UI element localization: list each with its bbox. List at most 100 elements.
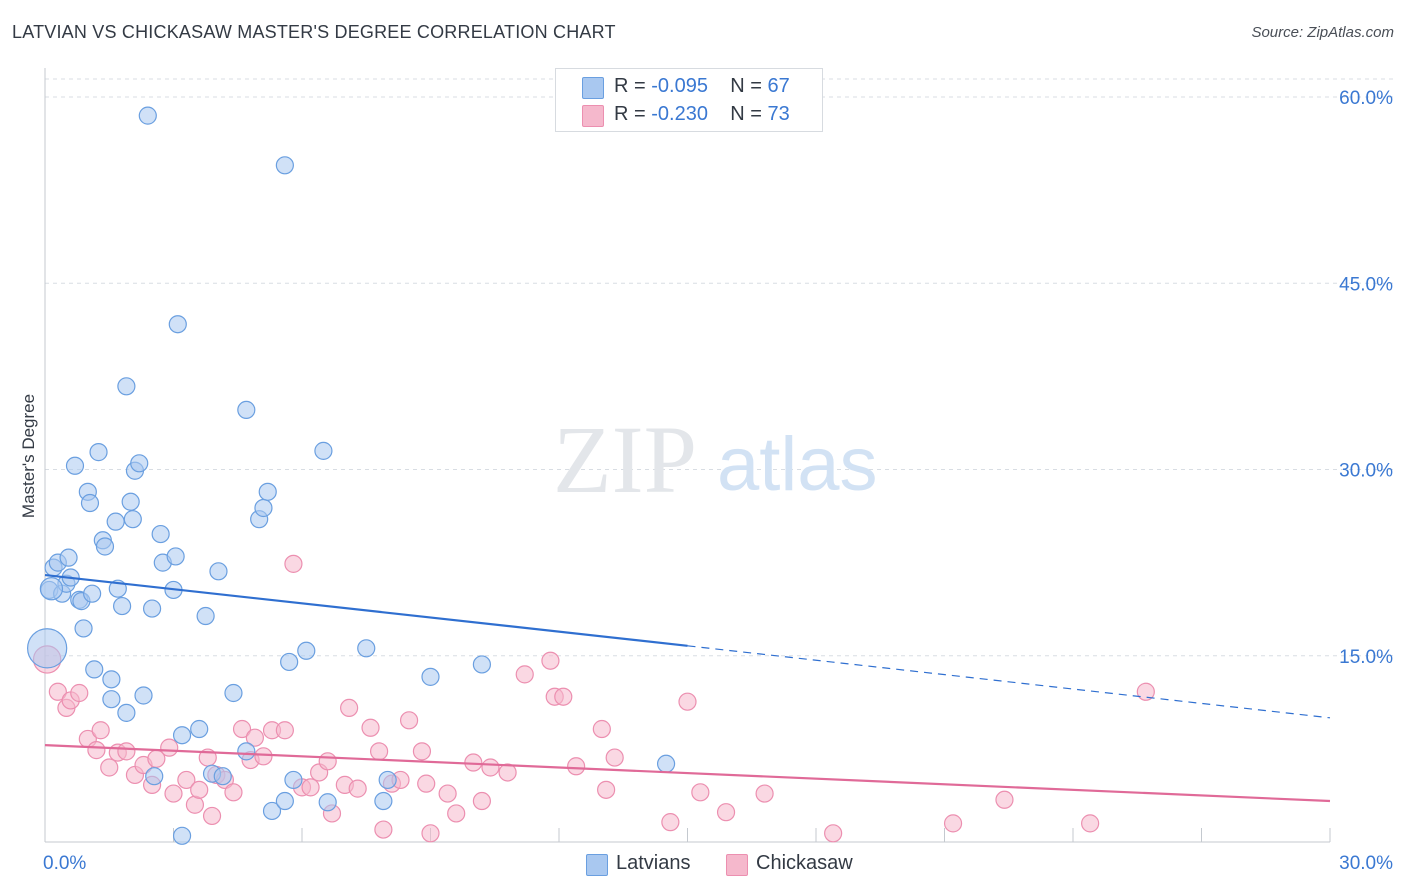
latvian-point	[89, 443, 108, 462]
chickasaw-point	[348, 779, 367, 798]
y-tick-label: 15.0%	[1339, 647, 1393, 668]
latvian-point	[280, 652, 299, 672]
latvian-point	[213, 767, 232, 786]
chickasaw-point	[70, 683, 89, 703]
chickasaw-point	[472, 791, 491, 811]
chickasaw-point	[554, 687, 573, 706]
chickasaw-point	[318, 752, 337, 771]
chickasaw-point	[224, 783, 243, 802]
r-value: -0.230	[651, 103, 708, 125]
latvian-point	[59, 548, 78, 567]
chickasaw-point	[412, 742, 432, 761]
latvian-point	[421, 667, 440, 686]
latvian-point	[374, 791, 393, 811]
latvian-point	[196, 606, 215, 626]
chickasaw-point	[716, 803, 736, 822]
chickasaw-point	[515, 665, 534, 684]
chickasaw-swatch	[726, 854, 748, 876]
chickasaw-point	[48, 682, 67, 701]
latvian-point	[117, 703, 136, 722]
latvian-point	[224, 683, 243, 703]
chickasaw-trend-line	[44, 744, 1331, 803]
latvian-point	[314, 441, 333, 460]
chickasaw-point	[185, 795, 205, 814]
n-value: 73	[767, 103, 790, 125]
latvian-point	[237, 400, 256, 419]
latvian-point	[254, 498, 273, 518]
latvians-trend-extension	[687, 645, 1331, 719]
latvian-point	[74, 619, 93, 638]
chickasaw-point	[100, 758, 119, 777]
chickasaw-point	[995, 790, 1014, 809]
chickasaw-point	[160, 738, 179, 757]
chickasaw-point	[592, 719, 611, 739]
latvian-point	[134, 686, 153, 705]
chickasaw-point	[254, 747, 273, 766]
latvian-point	[112, 596, 132, 616]
latvian-point	[39, 577, 64, 601]
latvian-point	[80, 493, 100, 513]
chickasaw-point	[597, 780, 616, 799]
chickasaw-point	[1136, 682, 1155, 701]
latvians-swatch	[586, 854, 608, 876]
latvian-point	[102, 670, 121, 689]
n-value: 67	[767, 75, 790, 97]
latvian-point	[95, 537, 115, 556]
chickasaw-point	[284, 554, 303, 573]
latvian-point	[166, 547, 185, 566]
chickasaw-point	[541, 651, 560, 670]
chickasaw-point	[605, 748, 624, 767]
y-tick-label: 30.0%	[1339, 461, 1393, 482]
latvian-point	[172, 726, 192, 745]
stats-legend: R = -0.095 N = 67 R = -0.230 N = 73	[555, 68, 823, 132]
r-value: -0.095	[651, 75, 708, 97]
chickasaw-point	[481, 758, 500, 777]
chickasaw-point	[661, 813, 680, 832]
latvians-swatch	[582, 77, 604, 99]
latvian-point	[472, 655, 491, 674]
chickasaw-point	[301, 778, 320, 797]
latvian-point	[121, 492, 140, 511]
chickasaw-point	[91, 721, 110, 740]
x-tick-label: 30.0%	[1339, 853, 1393, 874]
chickasaw-point	[245, 728, 264, 747]
source-label: Source: ZipAtlas.com	[1251, 24, 1394, 41]
grid-lines	[45, 78, 1393, 657]
latvian-point	[357, 639, 376, 658]
chickasaw-point	[361, 718, 380, 737]
latvian-point	[168, 315, 187, 334]
latvian-point	[83, 584, 102, 603]
latvian-point	[26, 628, 68, 669]
chickasaw-point	[943, 814, 963, 833]
latvian-point	[190, 719, 209, 739]
chickasaw-point	[374, 820, 393, 839]
r-label: R =	[614, 75, 646, 97]
latvian-point	[275, 791, 294, 811]
chickasaw-point	[1081, 814, 1100, 833]
latvian-point	[65, 456, 85, 475]
chickasaw-point	[447, 804, 466, 823]
chickasaw-point	[202, 806, 222, 826]
watermark-atlas: atlas	[717, 422, 878, 507]
latvian-point	[123, 510, 142, 529]
chickasaw-point	[678, 692, 697, 711]
y-tick-label: 45.0%	[1339, 274, 1393, 295]
chickasaw-point	[190, 780, 209, 799]
chickasaw-point	[340, 698, 359, 718]
latvian-point	[656, 754, 676, 773]
r-label: R =	[614, 103, 646, 125]
chickasaw-point	[498, 763, 517, 782]
legend-label-latvians: Latvians	[616, 852, 691, 874]
chickasaw-point	[177, 770, 196, 790]
latvian-point	[284, 770, 303, 790]
latvian-point	[85, 660, 104, 679]
latvian-point	[237, 742, 256, 761]
chickasaw-point	[755, 784, 774, 803]
latvian-point	[258, 482, 277, 501]
x-tick-label: 0.0%	[43, 853, 86, 874]
latvian-point	[297, 641, 316, 660]
chart-title: LATVIAN VS CHICKASAW MASTER'S DEGREE COR…	[12, 22, 616, 42]
tick-labels: 15.0% 30.0% 45.0% 60.0% 0.0% 30.0%	[43, 88, 1393, 874]
n-label: N =	[730, 75, 762, 97]
